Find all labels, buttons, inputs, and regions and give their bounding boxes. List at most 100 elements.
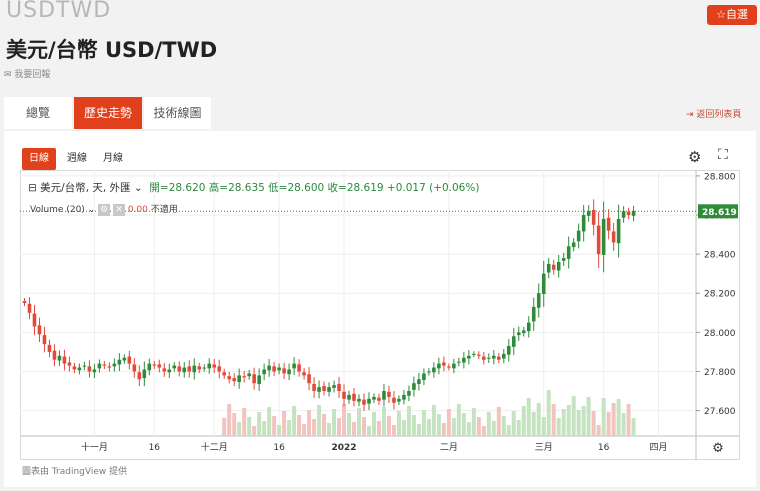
candle-body [377, 397, 381, 401]
report-link[interactable]: ✉ 我要回報 [4, 67, 50, 80]
volume-bar [282, 411, 287, 436]
candle-body [242, 376, 246, 378]
candle-body [57, 355, 62, 361]
x-tick-label: 2022 [331, 443, 356, 453]
volume-legend: Volume (20) ⌄ ⚙ ✕ 0.00 不適用 [30, 202, 178, 216]
legend-dropdown-icon[interactable]: ⌄ [133, 182, 143, 194]
volume-bar [267, 407, 272, 436]
candle-body [267, 365, 271, 371]
candle-body [47, 344, 52, 352]
y-tick-label: 28.200 [704, 290, 736, 300]
back-to-list-link[interactable]: ⇥ 返回列表頁 [686, 107, 741, 120]
candle-body [247, 373, 251, 377]
volume-bar [551, 404, 556, 436]
candle-body [72, 366, 77, 370]
volume-label: Volume (20) [30, 205, 85, 215]
axis-settings-gear-icon[interactable]: ⚙ [712, 441, 724, 456]
watchlist-label: 自選 [725, 8, 748, 21]
volume-bar [451, 418, 456, 436]
candle-body [22, 301, 27, 304]
y-tick-label: 27.600 [704, 407, 736, 417]
volume-bar [471, 408, 476, 436]
candle-body [571, 242, 576, 248]
volume-bar [541, 417, 546, 436]
candle-body [442, 362, 446, 366]
tab-technical[interactable]: 技術線圖 [144, 97, 211, 129]
legend-collapse-icon[interactable]: ⊟ [28, 182, 37, 194]
range-tab-monthly[interactable]: 月線 [103, 153, 123, 164]
candle-body [551, 264, 556, 270]
fullscreen-icon[interactable]: ⛶ [718, 147, 728, 163]
candle-body [541, 273, 546, 295]
candle-body [482, 356, 486, 360]
volume-bar [247, 417, 252, 436]
volume-settings-icon[interactable]: ⚙ [98, 204, 111, 216]
candle-body [511, 336, 516, 347]
tradingview-credit[interactable]: 圖表由 TradingView 提供 [22, 467, 128, 477]
volume-bar [466, 422, 471, 436]
volume-dropdown-icon[interactable]: ⌄ [87, 205, 96, 215]
candle-body [107, 366, 112, 368]
candle-body [157, 364, 162, 368]
candle-body [581, 215, 586, 232]
candle-body [437, 363, 441, 369]
chart-settings-gear-icon[interactable]: ⚙ [688, 148, 702, 166]
volume-bar [342, 404, 347, 436]
watchlist-button[interactable]: ☆自選 [707, 5, 757, 25]
candle-body [472, 353, 476, 355]
tab-overview[interactable]: 總覽 [4, 97, 72, 129]
candle-body [322, 385, 326, 392]
volume-bar [446, 409, 451, 436]
volume-bar [222, 418, 227, 436]
candle-body [152, 364, 157, 366]
volume-bar [376, 421, 381, 436]
candle-body [172, 365, 177, 369]
volume-bar [242, 408, 247, 436]
candle-body [82, 365, 87, 367]
volume-bar [327, 423, 332, 436]
candle-body [606, 217, 611, 231]
axes: 28.80028.60028.40028.20028.00027.80027.6… [20, 172, 738, 456]
candle-body [292, 363, 296, 369]
volume-bar [566, 405, 571, 436]
candle-body [42, 335, 47, 345]
volume-bar [396, 411, 401, 436]
candle-body [197, 366, 202, 370]
candle-body [317, 387, 321, 392]
candle-body [147, 363, 152, 371]
price-chart[interactable]: 28.80028.60028.40028.20028.00027.80027.6… [20, 170, 740, 460]
candle-body [312, 383, 316, 392]
volume-bar [596, 425, 601, 436]
candle-body [521, 330, 526, 334]
candle-body [287, 369, 291, 375]
candle-body [282, 368, 286, 374]
volume-bar [292, 406, 297, 436]
range-tab-weekly[interactable]: 週線 [67, 153, 87, 164]
exit-icon: ⇥ [686, 110, 694, 120]
candle-body [392, 397, 396, 403]
y-tick-label: 28.000 [704, 329, 736, 339]
volume-bar [531, 412, 536, 436]
range-tab-daily[interactable]: 日線 [22, 148, 56, 170]
candle-body [611, 231, 616, 243]
candle-body [342, 391, 346, 399]
candle-body [167, 369, 172, 373]
y-tick-label: 28.800 [704, 172, 736, 182]
ticker-symbol: USDTWD [6, 0, 112, 23]
candle-body [367, 398, 371, 404]
candle-body [162, 368, 167, 372]
candle-body [92, 369, 97, 373]
volume-bar [272, 416, 277, 436]
volume-value: 0.00 [127, 205, 148, 215]
volume-close-icon[interactable]: ✕ [112, 204, 125, 216]
volume-bar [406, 406, 411, 436]
candle-body [132, 364, 137, 372]
candle-body [62, 356, 67, 364]
volume-bar [277, 425, 282, 436]
candle-body [412, 383, 416, 390]
volume-bar [257, 412, 262, 436]
tab-history[interactable]: 歷史走勢 [74, 97, 142, 129]
candlesticks [22, 199, 636, 411]
candle-body [192, 365, 197, 373]
candle-body [596, 225, 601, 255]
